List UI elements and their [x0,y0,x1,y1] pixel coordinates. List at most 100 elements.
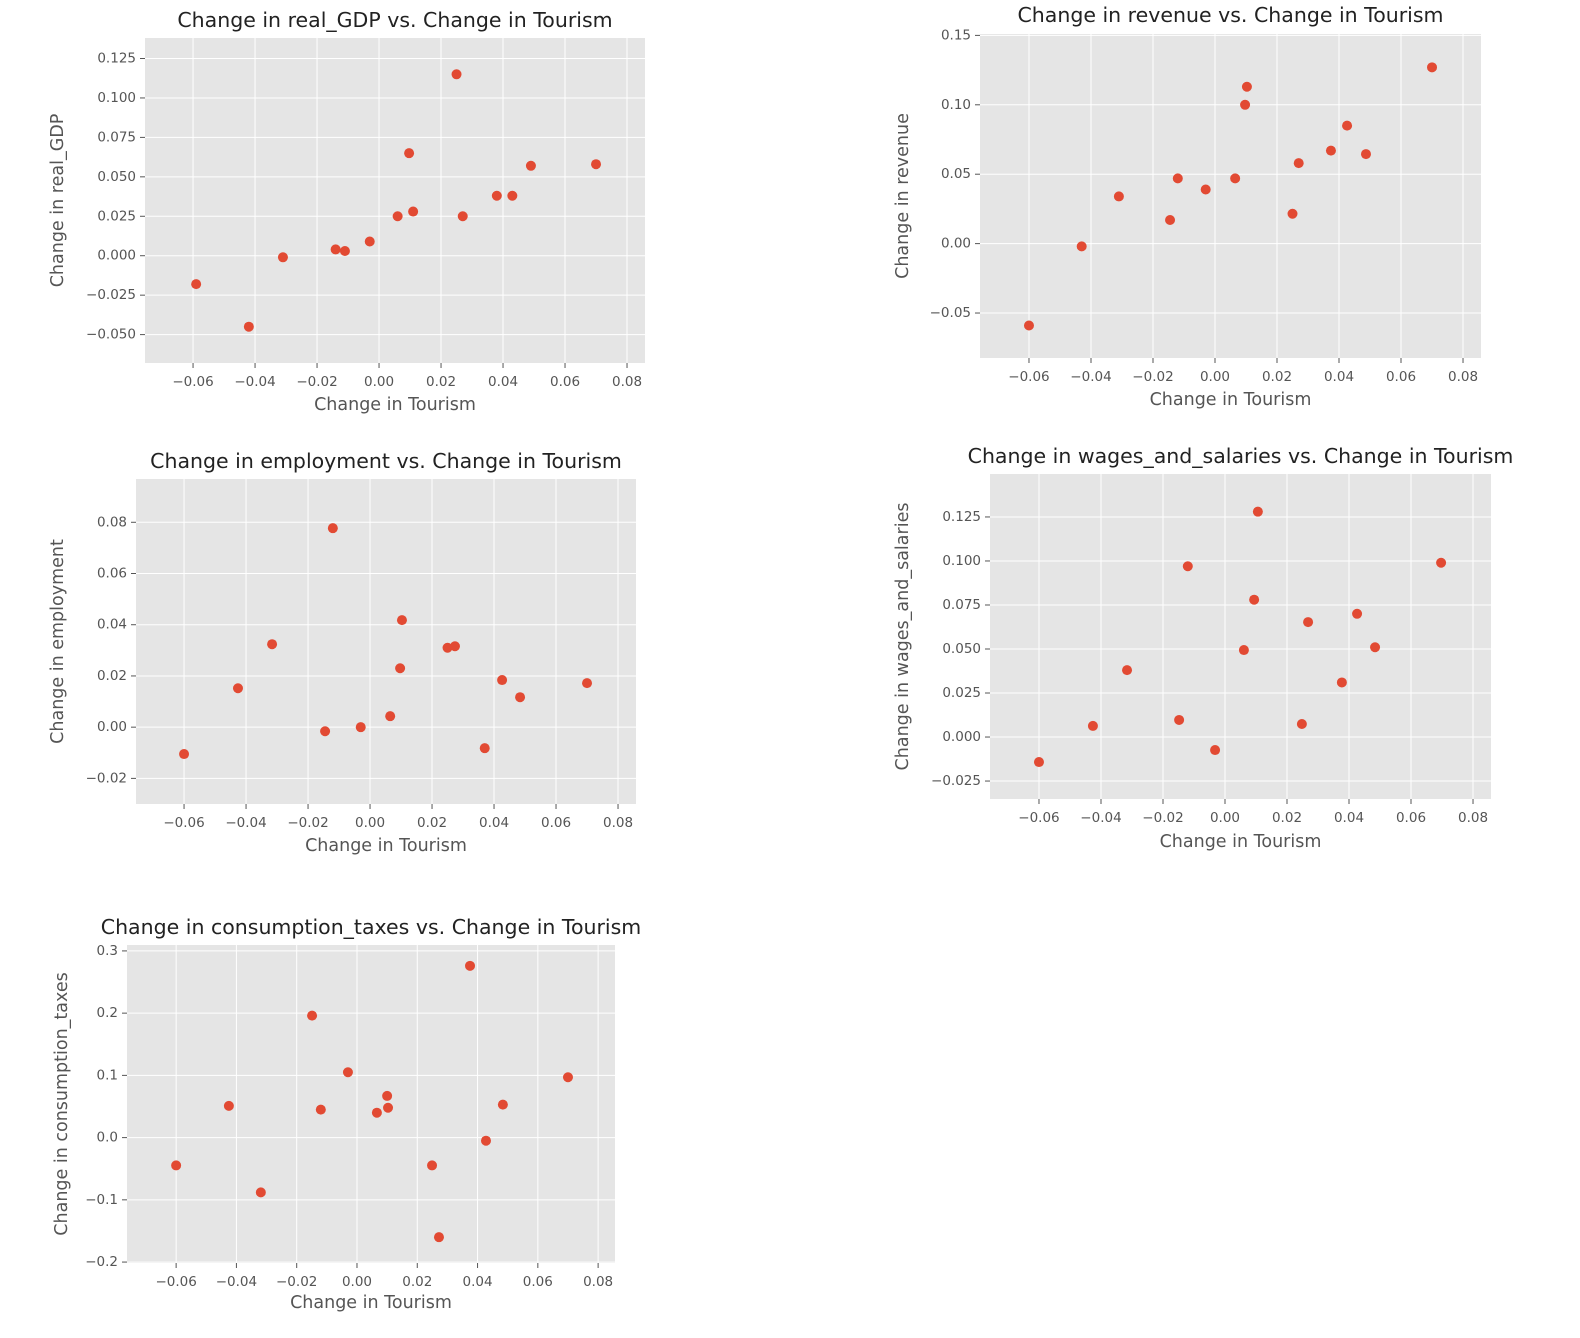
y-tick-label: 0.1 [97,1067,118,1083]
point [385,711,396,722]
x-tick-label: 0.08 [603,815,633,831]
y-tick-label: 0.100 [942,553,981,569]
point [1076,241,1087,252]
x-axis-label: Change in Tourism [290,1293,452,1313]
x-tick-label: −0.06 [155,1274,196,1290]
point [449,641,460,652]
x-tick-label: 0.08 [583,1274,613,1290]
point [277,252,288,263]
point [1122,665,1133,676]
y-tick-label: 0.06 [97,566,127,582]
point [307,1010,318,1021]
point [427,1160,438,1171]
plot-area [127,945,615,1263]
x-tick-label: 0.06 [1386,369,1416,385]
point [1033,757,1044,768]
x-tick-label: 0.08 [1448,369,1478,385]
point [479,743,490,754]
point [1238,645,1249,656]
y-tick-label: 0.3 [97,943,118,959]
point [191,279,202,290]
point [255,1187,266,1198]
x-tick-label: 0.06 [1396,810,1426,826]
point [171,1160,182,1171]
point [267,639,278,650]
x-tick-label: −0.02 [276,1274,317,1290]
y-axis-label: Change in wages_and_salaries [893,503,913,771]
x-tick-label: −0.02 [1132,369,1173,385]
point [1303,617,1314,628]
point [320,726,331,737]
point [404,148,415,159]
x-tick-label: 0.04 [488,374,518,390]
point [1252,506,1263,517]
x-tick-label: −0.06 [1018,810,1059,826]
y-tick-label: −0.1 [85,1192,118,1208]
y-tick-label: 0.0 [97,1130,118,1146]
point [497,1099,508,1110]
point [364,236,375,247]
y-tick-label: 0.050 [942,641,981,657]
x-tick-label: −0.04 [216,1274,257,1290]
x-tick-label: 0.04 [463,1274,493,1290]
point [582,678,593,689]
point [1325,145,1336,156]
point [1200,184,1211,195]
x-axis-label: Change in Tourism [314,395,476,415]
y-tick-label: 0.025 [97,208,136,224]
y-tick-label: 0.10 [941,97,971,113]
y-tick-label: 0.04 [97,617,127,633]
y-tick-label: 0.100 [97,90,136,106]
point [1287,208,1298,219]
point [1427,62,1438,73]
x-tick-label: 0.02 [426,374,456,390]
y-tick-label: 0.125 [942,509,981,525]
y-tick-label: 0.025 [942,685,981,701]
point [433,1232,444,1243]
subplot: −0.06 −0.04 −0.02 0.00 0.02 0.04 0.06 0.08 −0.05… [48,8,645,415]
x-tick-label: −0.06 [1008,369,1049,385]
y-axis-label: Change in consumption_taxes [52,972,72,1235]
x-tick-label: −0.04 [1080,810,1121,826]
y-tick-label: −0.025 [931,773,981,789]
point [179,749,190,760]
point [1296,719,1307,729]
x-tick-label: 0.02 [1272,810,1302,826]
point [1249,594,1260,605]
point [1436,557,1447,568]
y-tick-label: −0.02 [86,770,127,786]
point [1174,714,1185,725]
point [507,190,518,201]
x-tick-label: 0.02 [402,1274,432,1290]
point [515,692,526,703]
x-tick-label: 0.00 [1200,369,1230,385]
point [1182,561,1193,572]
point [371,1107,382,1118]
point [223,1100,234,1111]
y-tick-label: 0.075 [942,597,981,613]
x-tick-label: −0.02 [296,374,337,390]
y-axis-label: Change in revenue [893,113,913,279]
point [562,1072,573,1083]
y-tick-label: −0.025 [86,287,136,303]
point [355,722,366,733]
point [1342,120,1353,131]
point [480,1135,491,1146]
point [442,642,453,653]
y-tick-label: −0.050 [86,327,136,343]
y-tick-label: 0.00 [97,719,127,735]
x-tick-label: −0.04 [234,374,275,390]
plot-area [136,479,636,804]
point [1241,81,1252,92]
chart-title: Change in real_GDP vs. Change in Tourism [177,8,612,33]
x-tick-label: 0.04 [1334,810,1364,826]
x-tick-label: −0.04 [225,815,266,831]
y-tick-label: 0.000 [97,248,136,264]
point [339,245,350,256]
point [1087,720,1098,731]
point [1210,745,1221,756]
x-tick-label: 0.00 [1210,810,1240,826]
point [382,1090,393,1101]
point [465,960,476,971]
point [327,523,338,534]
